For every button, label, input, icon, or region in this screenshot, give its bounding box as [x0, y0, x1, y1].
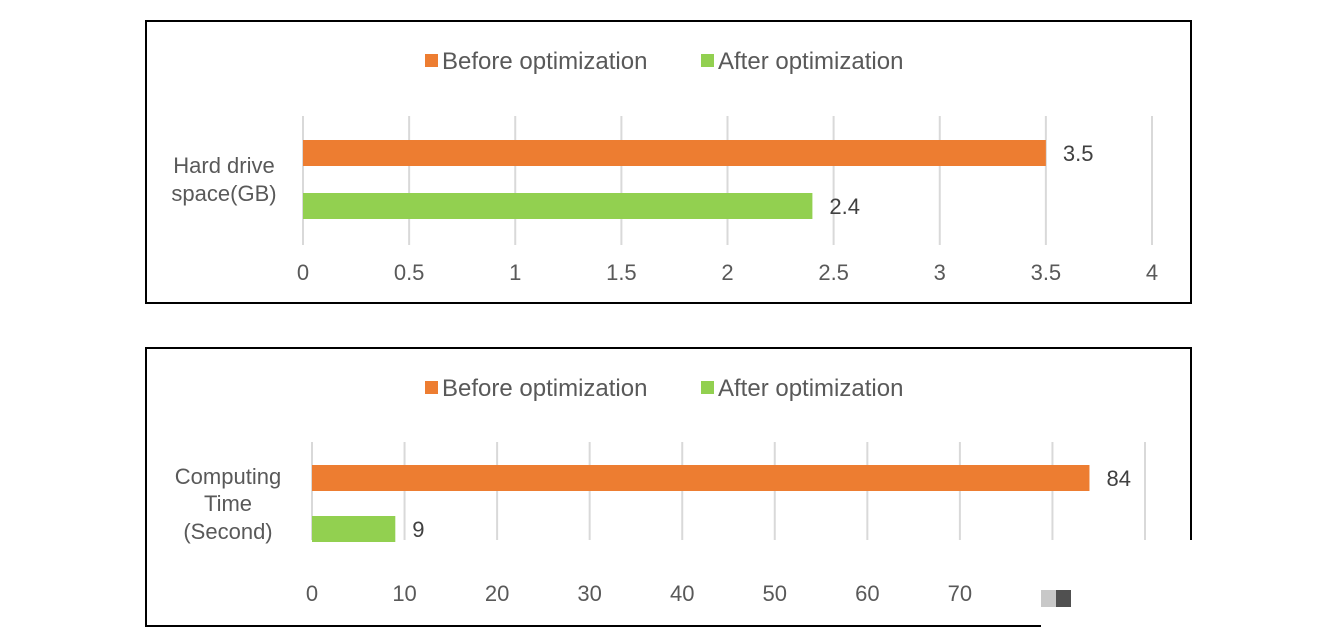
hdd-legend-label-before: Before optimization	[442, 48, 647, 75]
time-tick-label: 20	[485, 581, 509, 606]
hdd-value-label-after: 2.4	[829, 194, 860, 219]
hdd-category-label: space(GB)	[171, 181, 276, 206]
time-legend-swatch-after	[701, 381, 714, 394]
time-legend-swatch-before	[425, 381, 438, 394]
hdd-tick-label: 1.5	[606, 260, 637, 285]
time-legend-label-after: After optimization	[718, 375, 903, 402]
time-tick-label: 70	[948, 581, 972, 606]
time-category-label: Time	[204, 491, 252, 516]
hdd-legend-swatch-after	[701, 54, 714, 67]
time-category-label: Computing	[175, 464, 281, 489]
time-tick-label: 40	[670, 581, 694, 606]
hdd-tick-label: 4	[1146, 260, 1158, 285]
hdd-legend-swatch-before	[425, 54, 438, 67]
hdd-tick-label: 1	[509, 260, 521, 285]
time-bar-after	[312, 516, 396, 542]
hdd-bar-before	[303, 140, 1046, 166]
corner-light-square	[1041, 590, 1056, 607]
time-category-label: (Second)	[183, 519, 272, 544]
hdd-legend-label-after: After optimization	[718, 48, 903, 75]
time-tick-label: 0	[306, 581, 318, 606]
time-legend-label-before: Before optimization	[442, 375, 647, 402]
hdd-tick-label: 0	[297, 260, 309, 285]
hdd-bar-after	[303, 193, 813, 219]
hdd-tick-label: 0.5	[394, 260, 425, 285]
time-bar-before	[312, 465, 1090, 491]
hdd-tick-label: 2.5	[818, 260, 849, 285]
hdd-value-label-before: 3.5	[1063, 141, 1094, 166]
time-value-label-after: 9	[412, 517, 424, 542]
corner-dark-square	[1056, 590, 1071, 607]
time-tick-label: 60	[855, 581, 879, 606]
hdd-tick-label: 3	[934, 260, 946, 285]
hdd-tick-label: 3.5	[1031, 260, 1062, 285]
hdd-tick-label: 2	[721, 260, 733, 285]
time-value-label-before: 84	[1106, 466, 1130, 491]
time-tick-label: 50	[763, 581, 787, 606]
time-tick-label: 10	[392, 581, 416, 606]
time-tick-label: 30	[577, 581, 601, 606]
hdd-category-label: Hard drive	[173, 153, 274, 178]
